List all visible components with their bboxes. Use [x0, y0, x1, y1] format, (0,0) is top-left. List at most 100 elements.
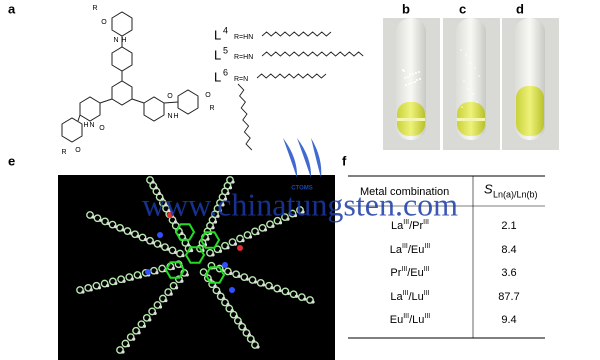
- molecular-model: [76, 176, 315, 354]
- crystal: [418, 71, 420, 73]
- crystal: [404, 77, 406, 79]
- atom-model: [116, 346, 124, 354]
- crystal: [472, 93, 474, 95]
- atom-model: [123, 227, 132, 235]
- atom-model: [91, 215, 95, 219]
- atom-model: [245, 277, 249, 281]
- atom-labels: R O N H O N H O N H O O R R: [61, 5, 214, 156]
- atom-model: [265, 281, 273, 290]
- atom: N: [167, 113, 172, 120]
- atom-model: [154, 186, 158, 190]
- atom: H: [83, 122, 88, 129]
- oxidation-state: III: [402, 243, 408, 250]
- ring-model: [184, 246, 206, 264]
- atom-model: [229, 310, 238, 319]
- crystal: [469, 62, 471, 64]
- atom-model: [226, 176, 234, 184]
- oxidation-state: III: [401, 266, 407, 273]
- header-subscript: Ln(a)/Ln(b): [493, 189, 538, 199]
- atom-model: [281, 287, 290, 296]
- atom: N: [113, 37, 118, 44]
- logo-mark: [283, 138, 322, 178]
- atom-model: [164, 203, 168, 207]
- atom-model: [236, 234, 244, 243]
- crystal: [476, 101, 478, 103]
- atom-model: [258, 223, 267, 232]
- atom-model: [228, 238, 237, 247]
- atom-model: [262, 283, 266, 287]
- crystal: [412, 73, 414, 75]
- oxidation-state: III: [403, 219, 409, 226]
- atom-model: [108, 220, 117, 229]
- atom-model: [246, 335, 255, 343]
- atom-model: [168, 246, 177, 255]
- atom-model: [211, 253, 215, 257]
- atom-model: [221, 298, 229, 307]
- atom-model: [117, 275, 125, 284]
- atom-model: [278, 221, 283, 225]
- atom-model: [126, 343, 130, 348]
- alkyl-chain: [237, 83, 253, 151]
- atom-model: [146, 176, 154, 184]
- atom-model: [161, 243, 169, 252]
- header: Metal combination: [360, 186, 449, 198]
- atom-model: [237, 274, 241, 278]
- atom-model: [223, 267, 232, 276]
- atom-model: [206, 237, 210, 241]
- metal: Lu: [412, 291, 424, 303]
- crystal: [411, 82, 413, 84]
- atom-model: [121, 339, 130, 348]
- ligand-index: 5: [223, 45, 228, 55]
- atom-model: [92, 281, 101, 290]
- atom-model: [142, 324, 147, 328]
- atom-model: [167, 208, 171, 213]
- atom-model: [273, 216, 282, 225]
- crystal: [405, 84, 407, 86]
- crystal: [416, 79, 418, 81]
- atom-model: [256, 345, 260, 349]
- atom-model: [113, 225, 118, 229]
- atom-model: [175, 275, 183, 284]
- metal: /: [409, 220, 413, 232]
- atom: R: [209, 105, 214, 112]
- oxidation-state: III: [424, 313, 430, 320]
- header-symbol: S: [484, 181, 493, 196]
- atom-model: [301, 210, 305, 214]
- selectivity: 8.4: [501, 244, 516, 256]
- metal-pair: EuIII/LuIII: [390, 313, 431, 326]
- metal: La: [390, 291, 403, 303]
- ligand-symbol: L: [214, 69, 221, 84]
- heteroatom: [145, 269, 151, 275]
- liquid: [516, 86, 544, 136]
- atom-model: [286, 291, 290, 296]
- metal: Eu: [411, 244, 424, 256]
- atom-model: [216, 214, 220, 218]
- atom-model: [306, 296, 314, 304]
- crystal: [415, 72, 417, 74]
- atom-model: [114, 281, 118, 286]
- panel-label: c: [459, 1, 466, 16]
- atom-model: [229, 271, 233, 276]
- atom-model: [296, 206, 304, 214]
- atom-model: [151, 241, 155, 245]
- atom-model: [174, 286, 179, 290]
- atom-model: [84, 283, 93, 292]
- atom-model: [251, 341, 259, 349]
- atom-model: [158, 294, 167, 303]
- atom-model: [289, 290, 298, 299]
- atom-model: [212, 286, 221, 295]
- atom-model: [189, 248, 194, 253]
- atom-model: [207, 261, 216, 270]
- atom-model: [153, 311, 157, 316]
- atom-model: [166, 247, 170, 251]
- atom-model: [137, 331, 141, 335]
- panel-labels: a b c d e f: [8, 1, 524, 168]
- atom-model: [223, 197, 228, 201]
- atom-model: [122, 279, 126, 283]
- atom-model: [243, 231, 252, 239]
- ring-model: [199, 231, 221, 249]
- atom-model: [138, 233, 147, 242]
- atom-model: [288, 209, 297, 218]
- atom-model: [173, 250, 178, 254]
- atom-model: [93, 214, 102, 223]
